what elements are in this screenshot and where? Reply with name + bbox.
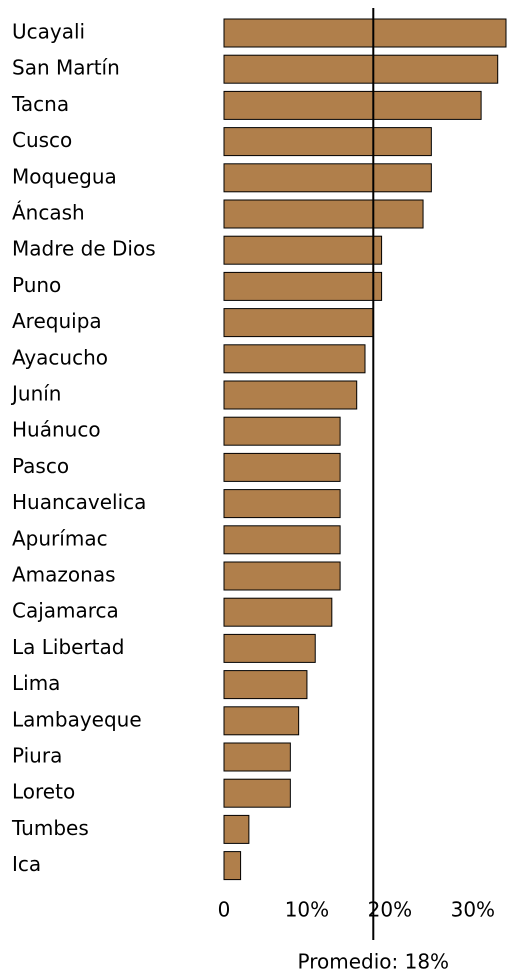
bar <box>223 561 341 591</box>
category-label: Amazonas <box>12 563 116 587</box>
category-label: Junín <box>10 382 61 406</box>
bar <box>223 814 250 844</box>
bar <box>223 380 358 410</box>
category-label: Huánuco <box>12 418 101 442</box>
category-label: Moquegua <box>12 164 117 188</box>
category-label: Tacna <box>11 92 69 116</box>
bar <box>223 525 341 555</box>
category-label: Arequipa <box>12 309 102 333</box>
category-label: Huancavelica <box>12 490 146 514</box>
bar <box>223 127 432 157</box>
category-label: Lambayeque <box>12 707 142 731</box>
category-label: Tumbes <box>11 816 89 840</box>
category-label: Loreto <box>12 780 75 804</box>
bar <box>223 670 308 700</box>
bar <box>223 416 341 446</box>
x-tick-label: 0 <box>218 898 231 922</box>
category-label: Lima <box>12 671 60 695</box>
bar <box>223 489 341 519</box>
x-tick-label: 30% <box>451 898 495 922</box>
category-label: Cusco <box>12 128 72 152</box>
category-label: Áncash <box>12 201 85 225</box>
bar <box>223 742 291 772</box>
reference-label: Promedio: 18% <box>298 950 450 973</box>
category-label: Pasco <box>12 454 69 478</box>
bar <box>223 18 507 48</box>
category-label: Madre de Dios <box>12 237 156 261</box>
bar <box>223 597 333 627</box>
x-tick-label: 20% <box>368 898 412 922</box>
category-label: Ica <box>12 852 41 876</box>
bar <box>223 308 374 338</box>
bar <box>223 344 366 374</box>
bar <box>223 163 432 193</box>
bar <box>223 90 482 120</box>
category-label: Cajamarca <box>12 599 119 623</box>
bar <box>223 235 383 265</box>
bar <box>223 633 316 663</box>
bar <box>223 199 424 229</box>
category-label: Ayacucho <box>12 345 108 369</box>
bar <box>223 452 341 482</box>
bar <box>223 851 242 881</box>
bar <box>223 706 300 736</box>
category-label: Puno <box>12 273 61 297</box>
category-label: La Libertad <box>12 635 124 659</box>
x-tick-label: 10% <box>285 898 329 922</box>
bar <box>223 778 291 808</box>
category-label: Apurímac <box>12 526 108 550</box>
category-label: Piura <box>12 744 62 768</box>
bar <box>223 54 499 84</box>
category-label: Ucayali <box>12 20 85 44</box>
bar <box>223 271 383 301</box>
category-label: San Martín <box>12 56 120 80</box>
